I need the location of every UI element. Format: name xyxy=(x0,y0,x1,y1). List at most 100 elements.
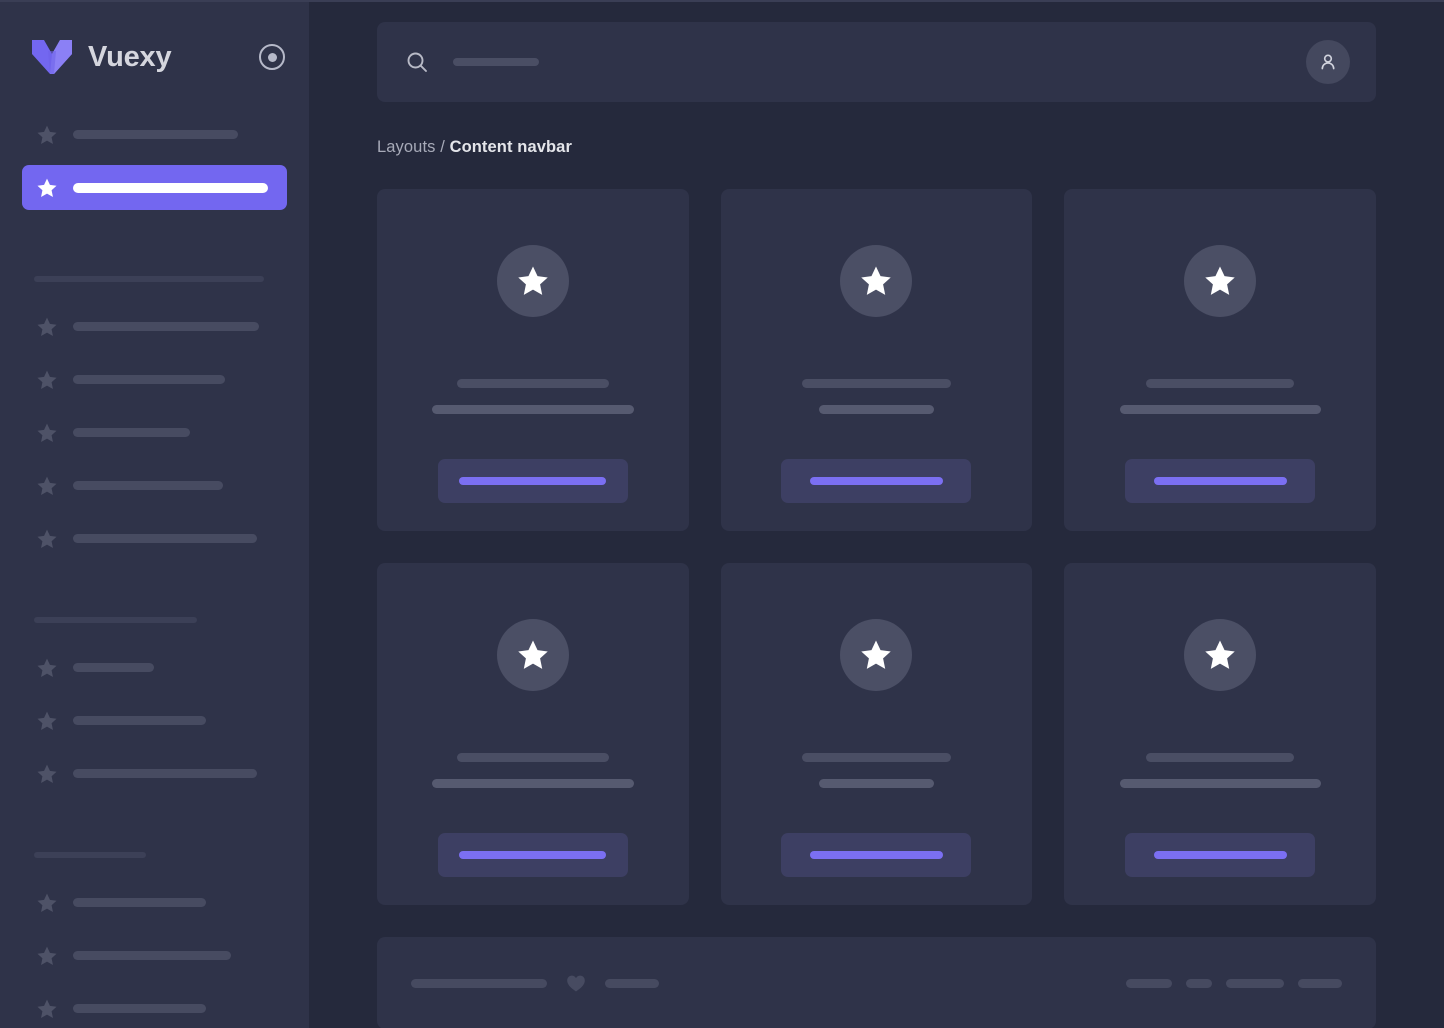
radio-dot-icon[interactable] xyxy=(259,44,285,70)
card-action-button-label xyxy=(809,477,943,485)
star-icon xyxy=(36,369,58,391)
card-action-button-label xyxy=(1153,851,1287,859)
sidebar: Vuexy xyxy=(0,2,309,1028)
sidebar-item-11[interactable] xyxy=(22,645,287,690)
sidebar-item-label xyxy=(73,481,223,490)
star-icon xyxy=(36,177,58,199)
sidebar-item-8[interactable] xyxy=(22,516,287,561)
card-text-placeholders xyxy=(721,379,1033,414)
card-text-placeholders xyxy=(721,753,1033,788)
star-icon xyxy=(36,475,58,497)
sidebar-item-label xyxy=(73,375,225,384)
card-text-placeholders xyxy=(1064,379,1376,414)
sidebar-item-label xyxy=(73,716,206,725)
sidebar-item-16[interactable] xyxy=(22,880,287,925)
vuexy-v-logo-icon xyxy=(30,37,74,77)
sidebar-section-header xyxy=(34,276,264,282)
card-text-line xyxy=(1146,753,1295,762)
star-icon xyxy=(36,422,58,444)
brand-name: Vuexy xyxy=(88,40,172,73)
card-action-button[interactable] xyxy=(437,459,628,503)
card-text-line xyxy=(1119,779,1321,788)
sidebar-item-label xyxy=(73,898,206,907)
sidebar-item-4[interactable] xyxy=(22,304,287,349)
card-action-button[interactable] xyxy=(437,833,628,877)
sidebar-item-13[interactable] xyxy=(22,751,287,796)
sidebar-item-0[interactable] xyxy=(22,112,287,157)
card-action-button-label xyxy=(459,477,607,485)
sidebar-item-label xyxy=(73,428,190,437)
card-text-placeholders xyxy=(377,379,689,414)
star-icon xyxy=(496,245,569,317)
card-action-button[interactable] xyxy=(1125,459,1316,503)
content-navbar xyxy=(377,22,1376,102)
card-text-line xyxy=(1119,405,1321,414)
sidebar-item-label xyxy=(73,322,259,331)
search-icon[interactable] xyxy=(405,50,429,74)
sidebar-item-5[interactable] xyxy=(22,357,287,402)
card-text-line xyxy=(431,405,634,414)
card-action-button[interactable] xyxy=(781,833,972,877)
footer-secondary-placeholder xyxy=(605,978,659,988)
breadcrumb-parent[interactable]: Layouts xyxy=(377,138,436,156)
card-action-button-label xyxy=(1153,477,1287,485)
card-text-placeholders xyxy=(1064,753,1376,788)
star-icon xyxy=(36,998,58,1020)
star-icon xyxy=(36,945,58,967)
sidebar-nav xyxy=(0,112,309,1028)
card-text-line xyxy=(456,379,609,388)
breadcrumb-current: Content navbar xyxy=(449,138,572,156)
sidebar-item-label xyxy=(73,534,257,543)
footer-left-group xyxy=(411,972,659,994)
card-text-line xyxy=(818,779,934,788)
sidebar-item-label xyxy=(73,769,257,778)
sidebar-item-7[interactable] xyxy=(22,463,287,508)
footer-link-placeholder[interactable] xyxy=(1298,978,1342,988)
card-text-line xyxy=(456,753,609,762)
sidebar-spacer xyxy=(22,804,287,830)
sidebar-item-12[interactable] xyxy=(22,698,287,743)
sidebar-item-label xyxy=(73,951,231,960)
footer-links-group xyxy=(1126,978,1342,988)
star-icon xyxy=(36,657,58,679)
footer-link-placeholder[interactable] xyxy=(1186,978,1212,988)
card-text-line xyxy=(431,779,634,788)
card-action-button[interactable] xyxy=(781,459,972,503)
card-text-line xyxy=(818,405,934,414)
card-action-button-label xyxy=(809,851,943,859)
card-text-line xyxy=(801,379,951,388)
sidebar-item-6[interactable] xyxy=(22,410,287,455)
card-action-button[interactable] xyxy=(1125,833,1316,877)
heart-icon[interactable] xyxy=(565,972,587,994)
star-icon xyxy=(840,619,913,691)
card-grid xyxy=(377,189,1376,905)
card-action-button-label xyxy=(459,851,607,859)
star-icon xyxy=(496,619,569,691)
star-icon xyxy=(36,316,58,338)
footer-link-placeholder[interactable] xyxy=(1226,978,1284,988)
card-text-line xyxy=(1146,379,1295,388)
sidebar-spacer xyxy=(22,218,287,254)
content-card xyxy=(1064,189,1376,531)
content-card xyxy=(377,189,689,531)
content-card xyxy=(1064,563,1376,905)
sidebar-item-1[interactable] xyxy=(22,165,287,210)
search-input[interactable] xyxy=(453,58,539,66)
sidebar-item-label xyxy=(73,1004,206,1013)
footer-link-placeholder[interactable] xyxy=(1126,978,1172,988)
star-icon xyxy=(36,124,58,146)
sidebar-item-label xyxy=(73,663,154,672)
avatar[interactable] xyxy=(1306,40,1350,84)
content-card xyxy=(377,563,689,905)
content-card xyxy=(720,563,1033,905)
card-text-placeholders xyxy=(377,753,689,788)
star-icon xyxy=(36,763,58,785)
sidebar-spacer xyxy=(22,569,287,595)
star-icon xyxy=(1184,619,1257,691)
breadcrumb-separator: / xyxy=(440,138,445,156)
sidebar-item-17[interactable] xyxy=(22,933,287,978)
sidebar-item-label xyxy=(73,130,238,139)
sidebar-item-18[interactable] xyxy=(22,986,287,1028)
content-area: Layouts / Content navbar xyxy=(309,2,1444,1028)
